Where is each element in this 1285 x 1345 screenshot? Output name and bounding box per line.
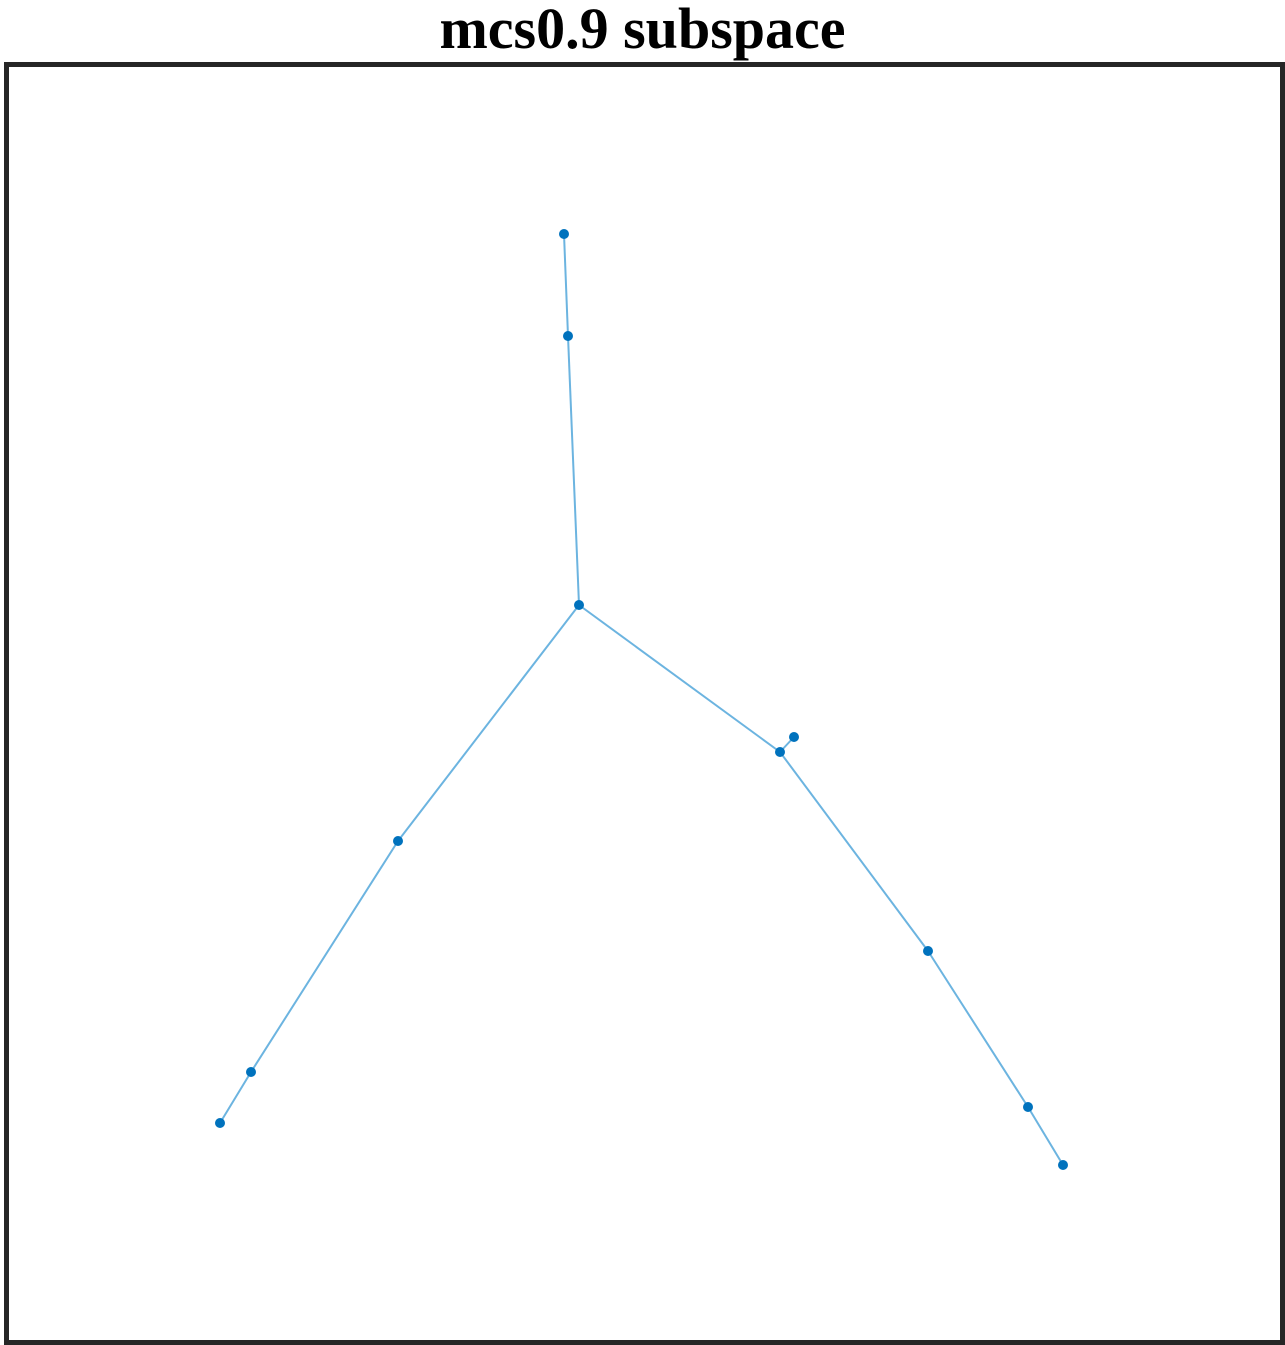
plot-frame [4,62,1285,1345]
graph-edge-n3-n4 [397,604,580,842]
graph-edge-n9-n10 [927,950,1029,1108]
graph-edge-n10-n11 [1027,1106,1064,1166]
graph-edge-n5-n6 [219,1071,252,1124]
graph-node-n6 [215,1118,225,1128]
graph-node-n2 [563,331,573,341]
graph-edge-n7-n9 [779,751,929,952]
graph-node-n10 [1023,1102,1033,1112]
graph-edge-n4-n5 [250,840,399,1073]
graph-node-n5 [246,1067,256,1077]
nodes-layer [215,229,1068,1170]
graph-edge-n3-n7 [578,604,781,753]
figure-title: mcs0.9 subspace [439,0,846,61]
graph-node-n9 [923,946,933,956]
graph-edge-n2-n3 [567,335,580,606]
graph-node-n11 [1058,1160,1068,1170]
graph-node-n4 [393,836,403,846]
edges-layer [219,233,1064,1166]
graph-node-n8 [789,732,799,742]
graph-node-n7 [775,747,785,757]
graph-node-n3 [574,600,584,610]
graph-edge-n1-n2 [563,233,569,337]
graph-node-n1 [559,229,569,239]
